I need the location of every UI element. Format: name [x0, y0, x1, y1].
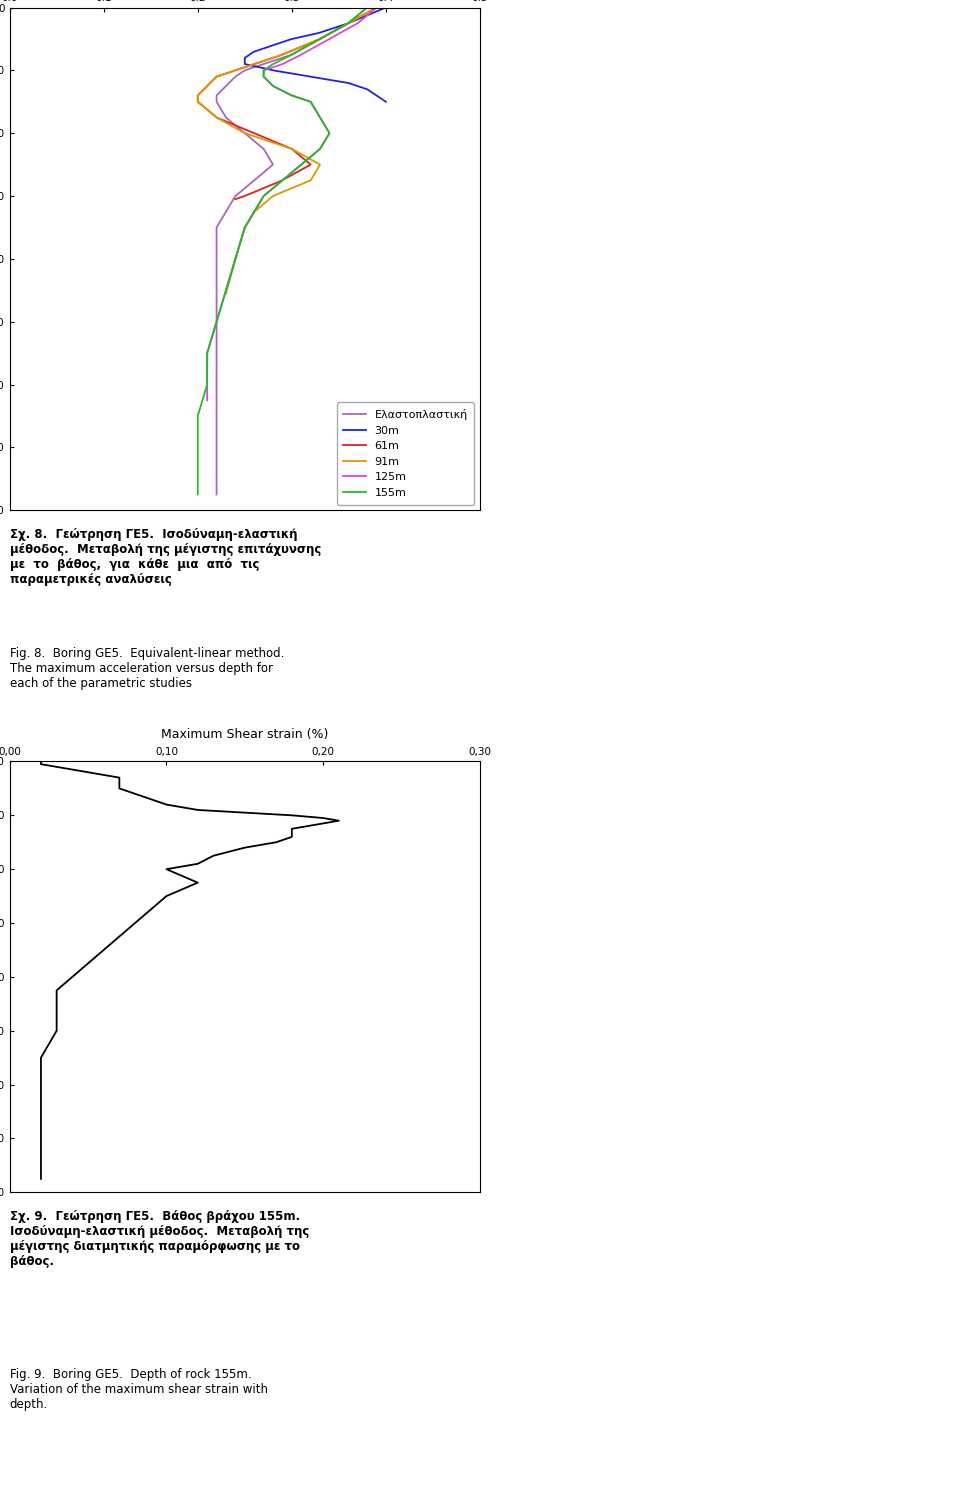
155m — [239, 218, 251, 236]
61m — [218, 111, 229, 129]
91m — [220, 284, 231, 303]
Line: 155m: 155m — [198, 8, 367, 495]
91m — [266, 50, 277, 68]
61m — [229, 190, 241, 208]
Ελαστοπλαστική — [211, 486, 223, 504]
30m — [380, 93, 392, 111]
125m — [271, 176, 282, 194]
91m — [206, 72, 218, 90]
155m — [207, 324, 219, 342]
Ελαστοπλαστική — [212, 84, 224, 102]
61m — [290, 143, 301, 161]
125m — [216, 293, 228, 312]
Text: Fig. 9.  Boring GE5.  Depth of rock 155m.
Variation of the maximum shear strain : Fig. 9. Boring GE5. Depth of rock 155m. … — [10, 1368, 268, 1412]
Ελαστοπλαστική — [211, 366, 223, 384]
Ελαστοπλαστική — [211, 286, 223, 304]
155m — [282, 84, 294, 102]
Ελαστοπλαστική — [211, 324, 223, 342]
30m — [316, 69, 327, 87]
Ελαστοπλαστική — [238, 123, 250, 141]
Ελαστοπλαστική — [211, 218, 223, 236]
91m — [242, 214, 253, 232]
125m — [371, 0, 382, 17]
91m — [371, 0, 382, 17]
125m — [309, 99, 321, 117]
30m — [380, 0, 392, 17]
30m — [239, 54, 251, 72]
61m — [193, 86, 204, 104]
Text: Σχ. 9.  Γεώτρηση ΓΕ5.  Βάθος βράχου 155m.
Ισοδύναμη-ελαστική μέθοδος.  Μεταβολή : Σχ. 9. Γεώτρηση ΓΕ5. Βάθος βράχου 155m. … — [10, 1210, 309, 1269]
125m — [235, 230, 247, 248]
91m — [250, 128, 261, 146]
30m — [340, 15, 351, 33]
30m — [252, 41, 264, 59]
61m — [308, 33, 320, 51]
Line: 125m: 125m — [207, 8, 376, 400]
30m — [268, 62, 279, 80]
Line: 91m: 91m — [198, 8, 376, 293]
125m — [258, 68, 270, 86]
91m — [264, 190, 276, 208]
Ελαστοπλαστική — [361, 0, 372, 17]
155m — [324, 123, 335, 141]
Legend: Ελαστοπλαστική, 30m, 61m, 91m, 125m, 155m: Ελαστοπλαστική, 30m, 61m, 91m, 125m, 155… — [337, 402, 474, 504]
Line: 30m: 30m — [245, 8, 386, 102]
155m — [202, 366, 213, 384]
Text: Σχ. 8.  Γεώτρηση ΓΕ5.  Ισοδύναμη-ελαστική
μέθοδος.  Μεταβολή της μέγιστης επιτάχ: Σχ. 8. Γεώτρηση ΓΕ5. Ισοδύναμη-ελαστική … — [10, 528, 321, 585]
61m — [271, 48, 282, 66]
X-axis label: Maximum Shear strain (%): Maximum Shear strain (%) — [161, 728, 328, 742]
155m — [361, 0, 372, 17]
125m — [227, 260, 238, 278]
Line: 61m: 61m — [198, 8, 376, 199]
125m — [202, 391, 213, 409]
Text: Fig. 8.  Boring GE5.  Equivalent-linear method.
The maximum acceleration versus : Fig. 8. Boring GE5. Equivalent-linear me… — [10, 647, 284, 689]
61m — [254, 126, 266, 144]
155m — [192, 486, 204, 504]
Line: Ελαστοπλαστική: Ελαστοπλαστική — [217, 8, 367, 495]
91m — [307, 167, 319, 185]
155m — [219, 286, 230, 304]
30m — [317, 23, 328, 41]
61m — [371, 0, 382, 17]
